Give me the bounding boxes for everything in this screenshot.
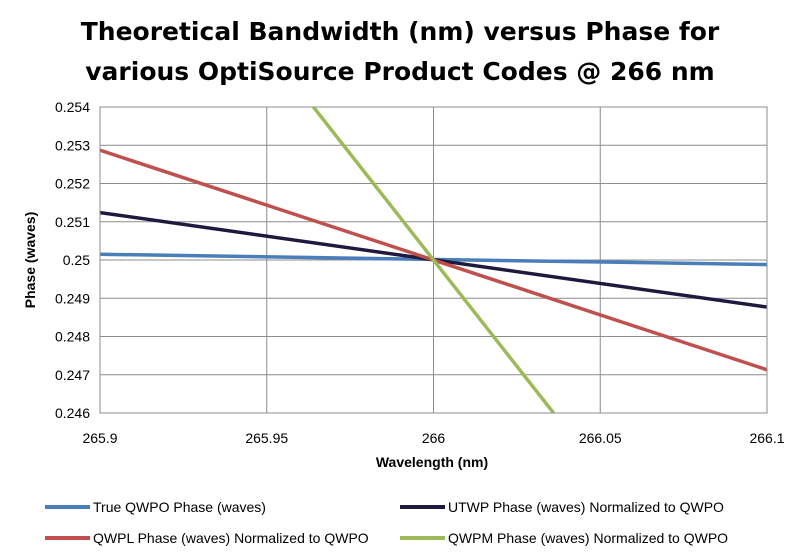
series-line-3 xyxy=(312,107,555,413)
y-axis-ticks: 0.246 0.247 0.248 0.249 0.25 0.251 0.252 0.253 0… xyxy=(55,99,90,421)
y-tick-label-0: 0.246 xyxy=(55,405,90,421)
chart-title-line-2: various OptiSource Product Codes @ 266 n… xyxy=(85,57,714,86)
x-axis-ticks: 265.9 265.95 266 266.05 266.1 xyxy=(82,430,784,446)
y-axis-label: Phase (waves) xyxy=(22,212,38,309)
legend-label-2: QWPL Phase (waves) Normalized to QWPO xyxy=(93,530,369,546)
x-axis-label: Wavelength (nm) xyxy=(376,454,488,470)
x-tick-label-0: 265.9 xyxy=(82,430,117,446)
y-tick-label-2: 0.248 xyxy=(55,329,90,345)
y-tick-label-5: 0.251 xyxy=(55,214,90,230)
series-lines xyxy=(100,107,767,413)
chart-title-line-1: Theoretical Bandwidth (nm) versus Phase … xyxy=(81,17,720,46)
legend-label-3: QWPM Phase (waves) Normalized to QWPO xyxy=(448,530,728,546)
y-tick-label-3: 0.249 xyxy=(55,290,90,306)
y-tick-label-4: 0.25 xyxy=(63,252,90,268)
legend-label-1: UTWP Phase (waves) Normalized to QWPO xyxy=(448,499,724,515)
plot-frame xyxy=(99,106,768,414)
y-tick-label-1: 0.247 xyxy=(55,367,90,383)
legend-label-0: True QWPO Phase (waves) xyxy=(93,499,266,515)
x-tick-label-1: 265.95 xyxy=(245,430,288,446)
x-tick-label-4: 266.1 xyxy=(749,430,784,446)
legend: True QWPO Phase (waves) UTWP Phase (waves… xyxy=(45,499,728,546)
x-tick-label-2: 266 xyxy=(422,430,446,446)
plot-border xyxy=(99,106,768,414)
y-tick-label-8: 0.254 xyxy=(55,99,90,115)
x-tick-label-3: 266.05 xyxy=(579,430,622,446)
y-tick-label-6: 0.252 xyxy=(55,176,90,192)
y-tick-label-7: 0.253 xyxy=(55,137,90,153)
